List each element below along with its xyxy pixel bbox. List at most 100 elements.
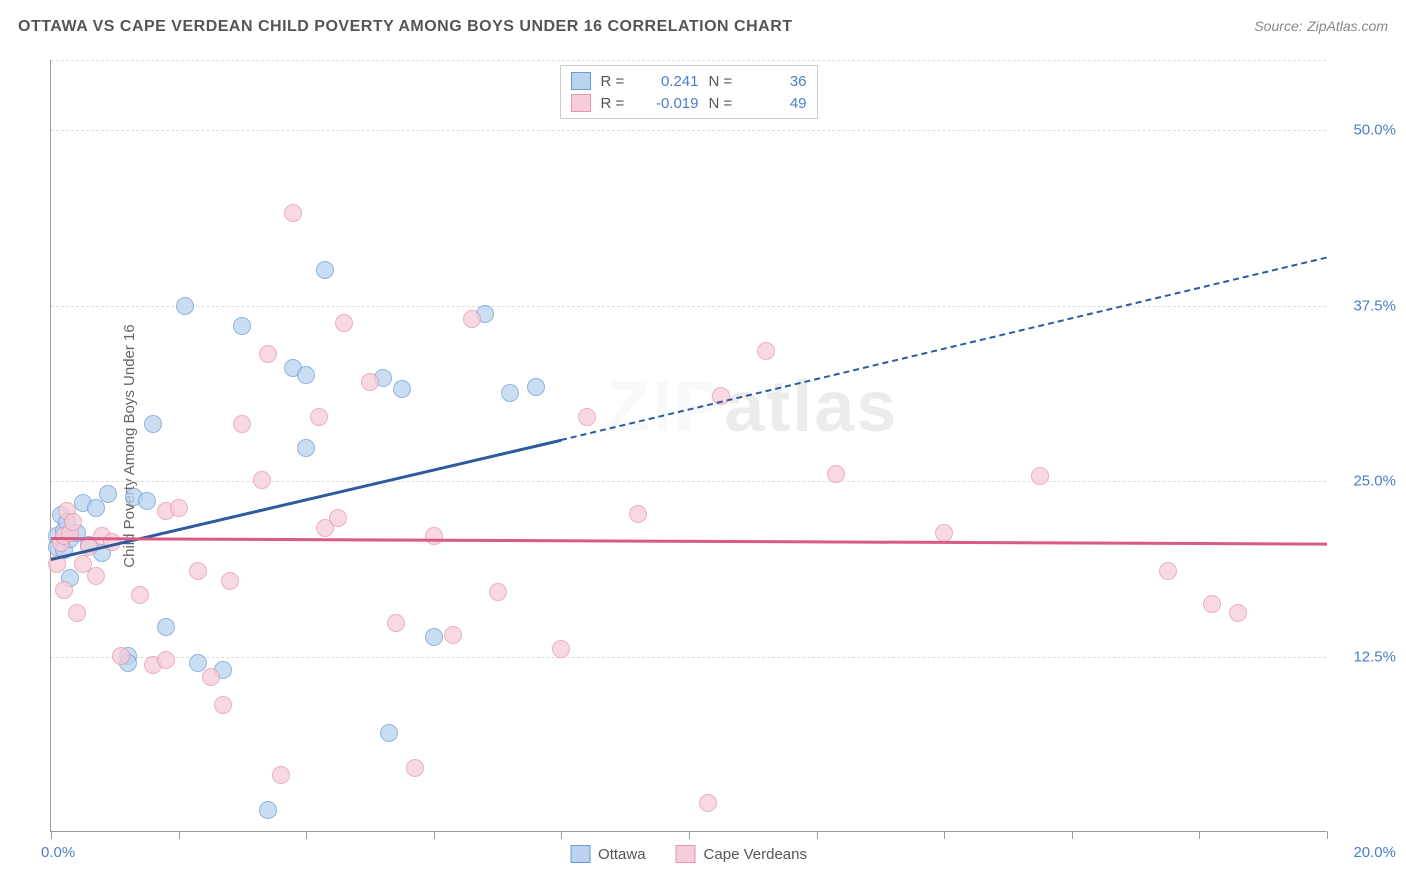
data-point [144, 415, 162, 433]
data-point [259, 801, 277, 819]
x-tick [306, 831, 307, 839]
data-point [112, 647, 130, 665]
watermark-zip: ZIP [606, 367, 724, 447]
scatter-chart: ZIPatlas R =0.241N =36R =-0.019N =49 0.0… [50, 60, 1326, 832]
data-point [1203, 595, 1221, 613]
r-value: -0.019 [639, 95, 699, 112]
x-axis-min-label: 0.0% [41, 844, 75, 861]
data-point [259, 345, 277, 363]
x-tick [817, 831, 818, 839]
data-point [489, 583, 507, 601]
data-point [335, 314, 353, 332]
data-point [253, 471, 271, 489]
data-point [501, 384, 519, 402]
n-label: N = [709, 73, 737, 90]
data-point [527, 378, 545, 396]
data-point [68, 604, 86, 622]
x-tick [1199, 831, 1200, 839]
legend-item: Cape Verdeans [676, 845, 807, 863]
stats-row: R = 0.241 N = 36 [571, 70, 807, 92]
chart-title: OTTAWA VS CAPE VERDEAN CHILD POVERTY AMO… [18, 18, 793, 36]
data-point [297, 439, 315, 457]
data-point [380, 724, 398, 742]
data-point [131, 586, 149, 604]
data-point [393, 380, 411, 398]
data-point [233, 317, 251, 335]
data-point [578, 408, 596, 426]
data-point [425, 527, 443, 545]
swatch-icon [676, 845, 696, 863]
data-point [221, 572, 239, 590]
swatch-icon [570, 845, 590, 863]
x-tick [179, 831, 180, 839]
y-tick-label: 25.0% [1353, 473, 1396, 490]
data-point [310, 408, 328, 426]
y-tick-label: 12.5% [1353, 648, 1396, 665]
data-point [935, 524, 953, 542]
swatch-icon [571, 94, 591, 112]
trend-line [51, 537, 1327, 546]
x-tick [561, 831, 562, 839]
x-tick [689, 831, 690, 839]
data-point [157, 618, 175, 636]
data-point [1159, 562, 1177, 580]
stats-row: R = -0.019 N = 49 [571, 92, 807, 114]
data-point [157, 651, 175, 669]
r-value: 0.241 [639, 73, 699, 90]
n-value: 49 [747, 95, 807, 112]
x-tick [1327, 831, 1328, 839]
series-legend: Ottawa Cape Verdeans [570, 845, 807, 863]
swatch-icon [571, 72, 591, 90]
x-axis-max-label: 20.0% [1353, 844, 1396, 861]
x-tick [944, 831, 945, 839]
data-point [176, 297, 194, 315]
data-point [406, 759, 424, 777]
data-point [329, 509, 347, 527]
n-value: 36 [747, 73, 807, 90]
gridline [51, 657, 1326, 658]
data-point [297, 366, 315, 384]
x-tick [51, 831, 52, 839]
data-point [316, 261, 334, 279]
data-point [629, 505, 647, 523]
legend-label: Ottawa [598, 846, 646, 863]
data-point [214, 696, 232, 714]
source-name: ZipAtlas.com [1307, 18, 1388, 34]
data-point [55, 581, 73, 599]
data-point [64, 513, 82, 531]
data-point [444, 626, 462, 644]
data-point [99, 485, 117, 503]
data-point [233, 415, 251, 433]
data-point [87, 567, 105, 585]
data-point [425, 628, 443, 646]
gridline [51, 481, 1326, 482]
watermark: ZIPatlas [606, 366, 898, 448]
legend-label: Cape Verdeans [704, 846, 807, 863]
data-point [1031, 467, 1049, 485]
y-tick-label: 37.5% [1353, 297, 1396, 314]
data-point [699, 794, 717, 812]
data-point [361, 373, 379, 391]
source-label: Source: [1254, 18, 1302, 34]
data-point [387, 614, 405, 632]
legend-item: Ottawa [570, 845, 646, 863]
data-point [202, 668, 220, 686]
data-point [87, 499, 105, 517]
trend-line [561, 257, 1327, 441]
stats-legend: R = 0.241 N = 36 R = -0.019 N = 49 [560, 65, 818, 119]
r-label: R = [601, 73, 629, 90]
source-credit: Source: ZipAtlas.com [1254, 18, 1388, 36]
gridline [51, 130, 1326, 131]
data-point [272, 766, 290, 784]
data-point [1229, 604, 1247, 622]
data-point [189, 562, 207, 580]
gridline [51, 306, 1326, 307]
y-tick-label: 50.0% [1353, 122, 1396, 139]
data-point [552, 640, 570, 658]
data-point [463, 310, 481, 328]
data-point [138, 492, 156, 510]
x-tick [434, 831, 435, 839]
r-label: R = [601, 95, 629, 112]
n-label: N = [709, 95, 737, 112]
data-point [170, 499, 188, 517]
